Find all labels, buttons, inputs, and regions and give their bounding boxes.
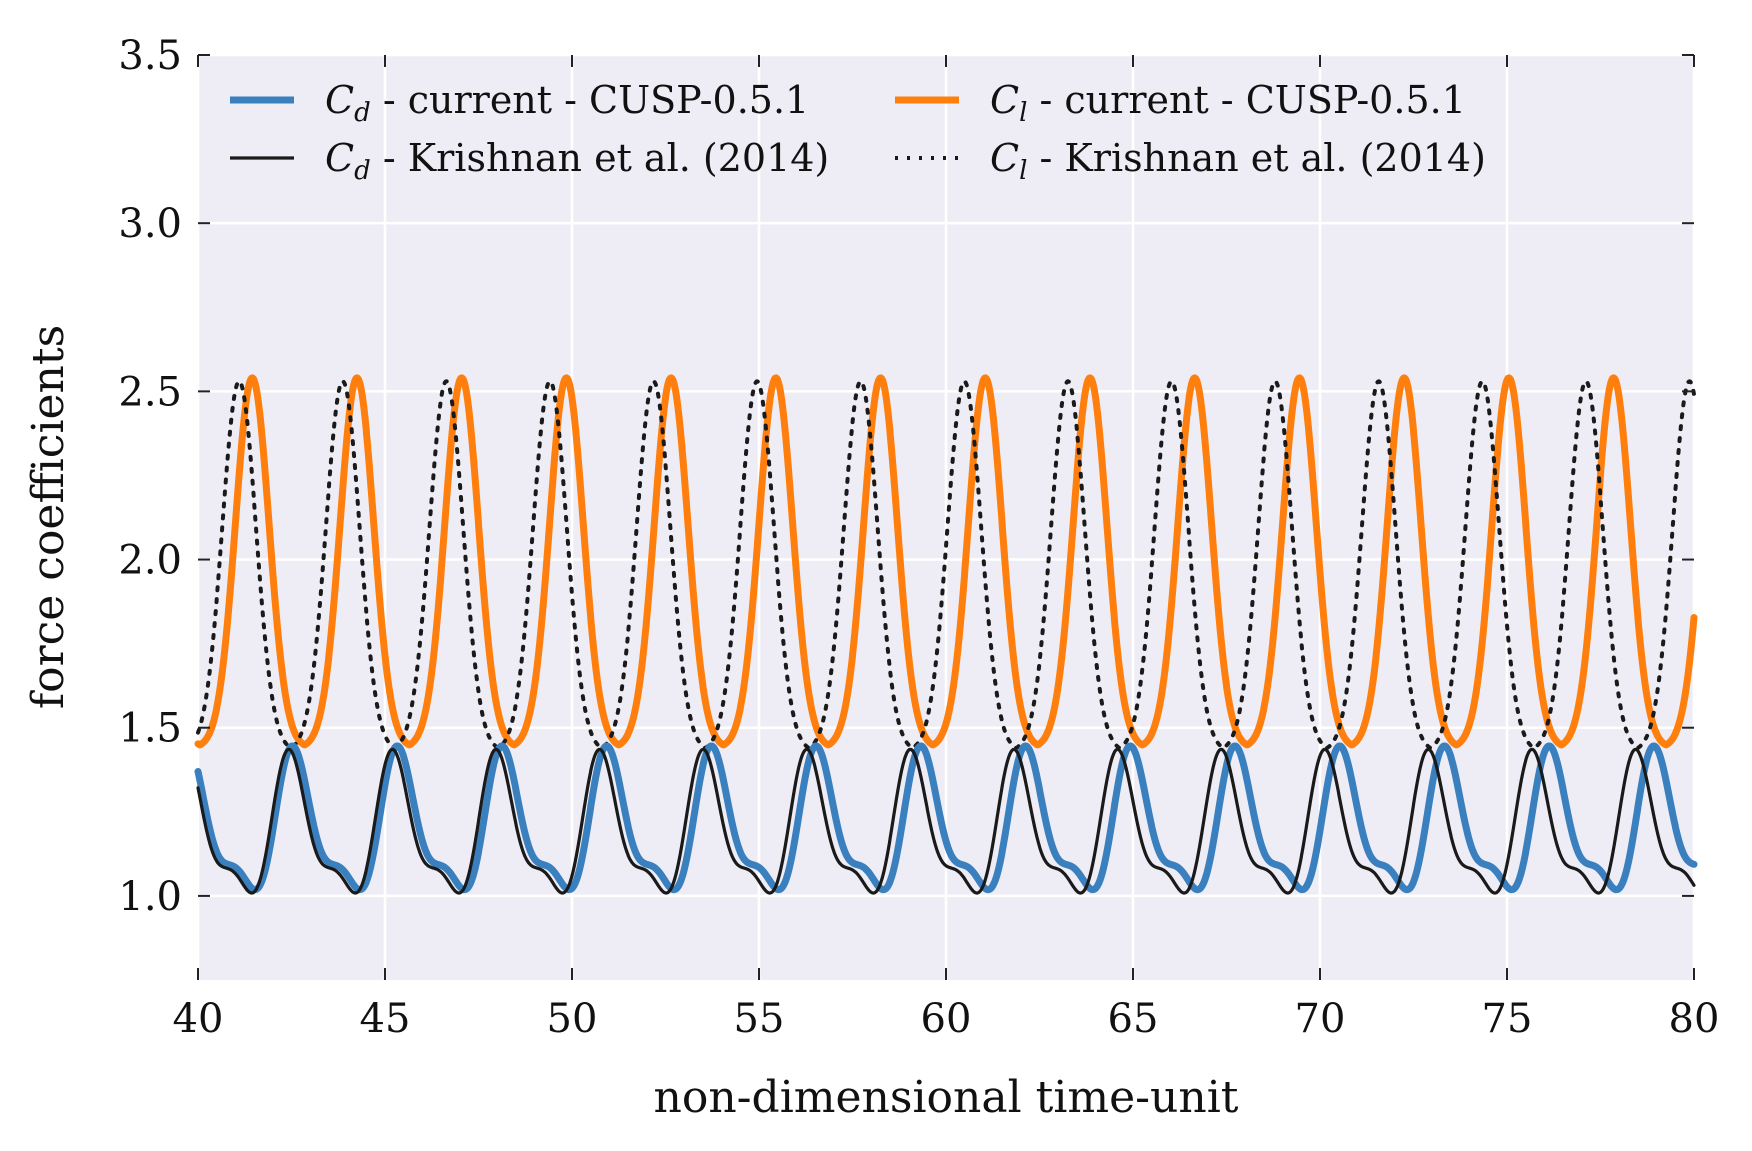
legend-subscript: d bbox=[354, 156, 371, 186]
y-tick-label: 1.5 bbox=[118, 706, 182, 752]
x-tick-label: 55 bbox=[734, 996, 785, 1042]
y-tick-label: 1.0 bbox=[118, 874, 182, 920]
series-line bbox=[194, 742, 1698, 894]
y-axis-label: force coefficients bbox=[23, 325, 74, 709]
series-line bbox=[196, 747, 1696, 895]
x-tick-label: 60 bbox=[921, 996, 972, 1042]
legend-subscript: l bbox=[1019, 98, 1027, 128]
series-line bbox=[194, 374, 1698, 749]
legend-label: - current - CUSP-0.5.1 bbox=[1027, 78, 1465, 122]
legend-symbol: C bbox=[325, 78, 354, 122]
y-tick-label: 2.0 bbox=[118, 538, 182, 584]
x-tick-label: 45 bbox=[360, 996, 411, 1042]
y-tick-label: 3.5 bbox=[118, 33, 182, 79]
x-tick-label: 80 bbox=[1669, 996, 1720, 1042]
legend-symbol: C bbox=[990, 78, 1019, 122]
x-tick-label: 50 bbox=[547, 996, 598, 1042]
axis-ticks bbox=[197, 54, 1695, 980]
x-tick-label: 40 bbox=[173, 996, 224, 1042]
legend-entry: Cd - Krishnan et al. (2014) bbox=[325, 136, 829, 186]
legend: Cd - current - CUSP-0.5.1Cd - Krishnan e… bbox=[230, 78, 1486, 186]
y-tick-label: 3.0 bbox=[118, 201, 182, 247]
legend-label: - current - CUSP-0.5.1 bbox=[371, 78, 809, 122]
legend-label: - Krishnan et al. (2014) bbox=[371, 136, 830, 180]
legend-label: - Krishnan et al. (2014) bbox=[1027, 136, 1486, 180]
series-layer bbox=[194, 374, 1698, 895]
legend-subscript: l bbox=[1019, 156, 1027, 186]
y-tick-label: 2.5 bbox=[118, 369, 182, 415]
x-tick-label: 75 bbox=[1482, 996, 1533, 1042]
tick-labels: 40 45 50 55 60 65 70 75 80 1.0 1.5 2.0 2.5 3.0 3.5 bbox=[118, 33, 1719, 1042]
x-tick-label: 65 bbox=[1108, 996, 1159, 1042]
x-axis-label: non-dimensional time-unit bbox=[654, 1072, 1239, 1123]
legend-entry: Cd - current - CUSP-0.5.1 bbox=[325, 78, 809, 128]
legend-symbol: C bbox=[325, 136, 354, 180]
legend-entry: Cl - Krishnan et al. (2014) bbox=[990, 136, 1486, 186]
series-line bbox=[196, 379, 1696, 750]
x-tick-label: 70 bbox=[1295, 996, 1346, 1042]
legend-entry: Cl - current - CUSP-0.5.1 bbox=[990, 78, 1466, 128]
legend-subscript: d bbox=[354, 98, 371, 128]
legend-symbol: C bbox=[990, 136, 1019, 180]
